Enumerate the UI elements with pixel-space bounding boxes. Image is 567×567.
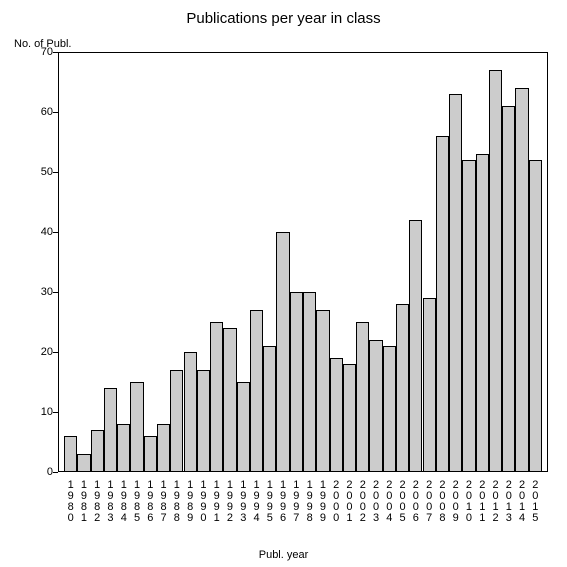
y-tick-label: 20 [41, 346, 53, 358]
bar [104, 388, 117, 472]
publications-chart: Publications per year in class No. of Pu… [0, 0, 567, 567]
bar [316, 310, 329, 472]
x-axis-title: Publ. year [0, 549, 567, 561]
y-tick-label: 70 [41, 46, 53, 58]
y-tick-label: 50 [41, 166, 53, 178]
bar [170, 370, 183, 472]
x-tick-label: 2011 [475, 480, 489, 524]
bar [502, 106, 515, 472]
bar [409, 220, 422, 472]
x-tick-label: 2012 [489, 480, 503, 524]
y-tick-label: 60 [41, 106, 53, 118]
bar-group [58, 52, 548, 472]
bar [515, 88, 528, 472]
x-tick-label: 2010 [462, 480, 476, 524]
x-tick-label: 1982 [90, 480, 104, 524]
x-tick-label: 1988 [170, 480, 184, 524]
bar [237, 382, 250, 472]
bar [117, 424, 130, 472]
bar [263, 346, 276, 472]
y-tick-label: 30 [41, 286, 53, 298]
x-tick-label: 1995 [263, 480, 277, 524]
bar [184, 352, 197, 472]
bar [157, 424, 170, 472]
x-tick-label: 1997 [289, 480, 303, 524]
x-tick-label: 2003 [369, 480, 383, 524]
x-tick-label: 1985 [130, 480, 144, 524]
x-tick-label: 1999 [316, 480, 330, 524]
y-tick-label: 40 [41, 226, 53, 238]
x-tick-label: 2007 [422, 480, 436, 524]
x-tick-label: 2002 [356, 480, 370, 524]
x-tick-label: 1989 [183, 480, 197, 524]
bar [529, 160, 542, 472]
x-tick-label: 1986 [143, 480, 157, 524]
bar [223, 328, 236, 472]
bar [144, 436, 157, 472]
x-tick-label: 1996 [276, 480, 290, 524]
x-tick-label: 1998 [303, 480, 317, 524]
x-tick-label: 2013 [502, 480, 516, 524]
x-tick-label: 1984 [117, 480, 131, 524]
x-tick-label: 2008 [435, 480, 449, 524]
bar [303, 292, 316, 472]
x-tick-label: 2006 [409, 480, 423, 524]
bar [276, 232, 289, 472]
x-tick-label: 1981 [77, 480, 91, 524]
x-tick-label: 1980 [64, 480, 78, 524]
bar [343, 364, 356, 472]
x-tick-label: 1992 [223, 480, 237, 524]
bar [290, 292, 303, 472]
bar [77, 454, 90, 472]
bar [64, 436, 77, 472]
x-tick-label: 2000 [329, 480, 343, 524]
x-tick-label: 2009 [449, 480, 463, 524]
x-tick-label: 1990 [196, 480, 210, 524]
bar [423, 298, 436, 472]
x-tick-label: 2004 [382, 480, 396, 524]
bar [369, 340, 382, 472]
x-tick-label: 1993 [236, 480, 250, 524]
bar [396, 304, 409, 472]
x-tick-label: 2014 [515, 480, 529, 524]
x-tick-label: 1983 [103, 480, 117, 524]
bar [197, 370, 210, 472]
y-tick [53, 472, 58, 473]
bar [250, 310, 263, 472]
bar [462, 160, 475, 472]
bar [449, 94, 462, 472]
bar [383, 346, 396, 472]
x-tick-label: 1994 [250, 480, 264, 524]
bar [356, 322, 369, 472]
bar [210, 322, 223, 472]
x-tick-label: 2005 [396, 480, 410, 524]
x-tick-label: 1991 [210, 480, 224, 524]
bar [476, 154, 489, 472]
x-tick-label: 2001 [342, 480, 356, 524]
bar [489, 70, 502, 472]
bar [436, 136, 449, 472]
x-tick-label: 1987 [157, 480, 171, 524]
y-tick-label: 10 [41, 406, 53, 418]
x-tick-label: 2015 [528, 480, 542, 524]
bar [130, 382, 143, 472]
bar [91, 430, 104, 472]
chart-title: Publications per year in class [0, 10, 567, 27]
bar [330, 358, 343, 472]
